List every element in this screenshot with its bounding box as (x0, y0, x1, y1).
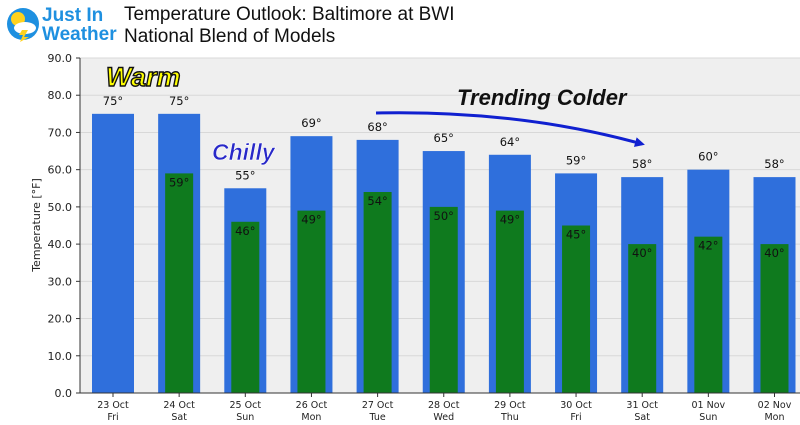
x-tick-date: 26 Oct (296, 400, 328, 411)
y-tick-label: 90.0 (48, 52, 73, 65)
low-temp-bar (165, 173, 194, 393)
low-temp-label: 49° (301, 213, 321, 227)
y-tick-label: 40.0 (48, 238, 73, 251)
x-tick-day: Mon (764, 412, 784, 423)
y-tick-label: 30.0 (48, 275, 73, 288)
low-temp-bar (363, 192, 392, 393)
y-tick-label: 60.0 (48, 164, 73, 177)
just-in-weather-logo: Just In Weather (6, 4, 118, 46)
low-temp-label: 40° (764, 246, 784, 260)
high-temp-label: 75° (169, 94, 189, 108)
low-temperature-series: 59° 46° 49° 54° 50° 49° 45° 40° 42° 40° (165, 173, 789, 393)
high-temp-bar (92, 113, 134, 393)
x-tick-date: 01 Nov (692, 400, 726, 411)
high-temp-label: 59° (566, 153, 586, 167)
x-tick-day: Fri (107, 412, 118, 423)
low-temp-label: 46° (235, 224, 255, 238)
high-temp-label: 68° (367, 120, 387, 134)
low-temp-bar (562, 225, 591, 393)
weather-logo-icon (7, 8, 39, 42)
high-temp-label: 64° (500, 135, 520, 149)
low-temp-bar (760, 244, 789, 393)
x-tick-day: Sat (171, 412, 187, 423)
y-tick-label: 20.0 (48, 313, 73, 326)
warm-annotation: Warm (106, 62, 181, 92)
low-temp-bar (297, 210, 326, 393)
x-tick-date: 28 Oct (428, 400, 460, 411)
low-temp-bar (495, 210, 524, 393)
x-tick-date: 02 Nov (758, 400, 792, 411)
y-tick-label: 10.0 (48, 350, 73, 363)
x-tick-date: 23 Oct (97, 400, 129, 411)
low-temp-bar (429, 206, 458, 393)
low-temp-label: 59° (169, 175, 189, 189)
x-tick-date: 29 Oct (494, 400, 526, 411)
x-tick-date: 30 Oct (560, 400, 592, 411)
low-temp-bar (628, 244, 657, 393)
trend-arrow (375, 111, 645, 147)
low-temp-bar (231, 221, 260, 393)
chart-subtitle: National Blend of Models (124, 26, 336, 47)
x-tick-day: Thu (500, 412, 519, 423)
logo-line-1: Just In (42, 5, 104, 26)
x-tick-date: 27 Oct (362, 400, 394, 411)
low-temp-label: 40° (632, 246, 652, 260)
x-tick-date: 24 Oct (163, 400, 195, 411)
x-tick-day: Sun (236, 412, 254, 423)
x-tick-day: Wed (433, 412, 454, 423)
low-temp-label: 54° (367, 194, 387, 208)
logo-line-2: Weather (42, 24, 117, 45)
high-temp-label: 58° (764, 157, 784, 171)
y-tick-label: 50.0 (48, 201, 73, 214)
x-tick-day: Mon (301, 412, 321, 423)
y-tick-label: 0.0 (55, 387, 73, 400)
high-temp-label: 69° (301, 116, 321, 130)
low-temp-label: 42° (698, 239, 718, 253)
chilly-annotation: Chilly (212, 139, 276, 165)
y-axis-label: Temperature [°F] (30, 178, 43, 273)
chart-title-block: Temperature Outlook: Baltimore at BWI Na… (124, 4, 455, 48)
y-tick-label: 70.0 (48, 126, 73, 139)
y-axis-ticks: 0.0 10.0 20.0 30.0 40.0 50.0 60.0 70.0 80.0 90.0 (48, 52, 80, 400)
x-tick-day: Sun (699, 412, 717, 423)
y-tick-label: 80.0 (48, 89, 73, 102)
low-temp-label: 50° (434, 209, 454, 223)
low-temp-label: 49° (500, 213, 520, 227)
high-temp-label: 55° (235, 168, 255, 182)
x-tick-date: 25 Oct (230, 400, 262, 411)
x-tick-date: 31 Oct (626, 400, 658, 411)
low-temp-bar (694, 236, 723, 393)
x-tick-day: Fri (570, 412, 581, 423)
high-temp-label: 58° (632, 157, 652, 171)
low-temp-label: 45° (566, 228, 586, 242)
high-temp-label: 60° (698, 150, 718, 164)
high-temp-label: 65° (434, 131, 454, 145)
high-temp-label: 75° (103, 94, 123, 108)
x-tick-day: Sat (634, 412, 650, 423)
trending-colder-annotation: Trending Colder (457, 85, 628, 110)
chart-title: Temperature Outlook: Baltimore at BWI (124, 4, 455, 25)
x-tick-day: Tue (368, 412, 385, 423)
